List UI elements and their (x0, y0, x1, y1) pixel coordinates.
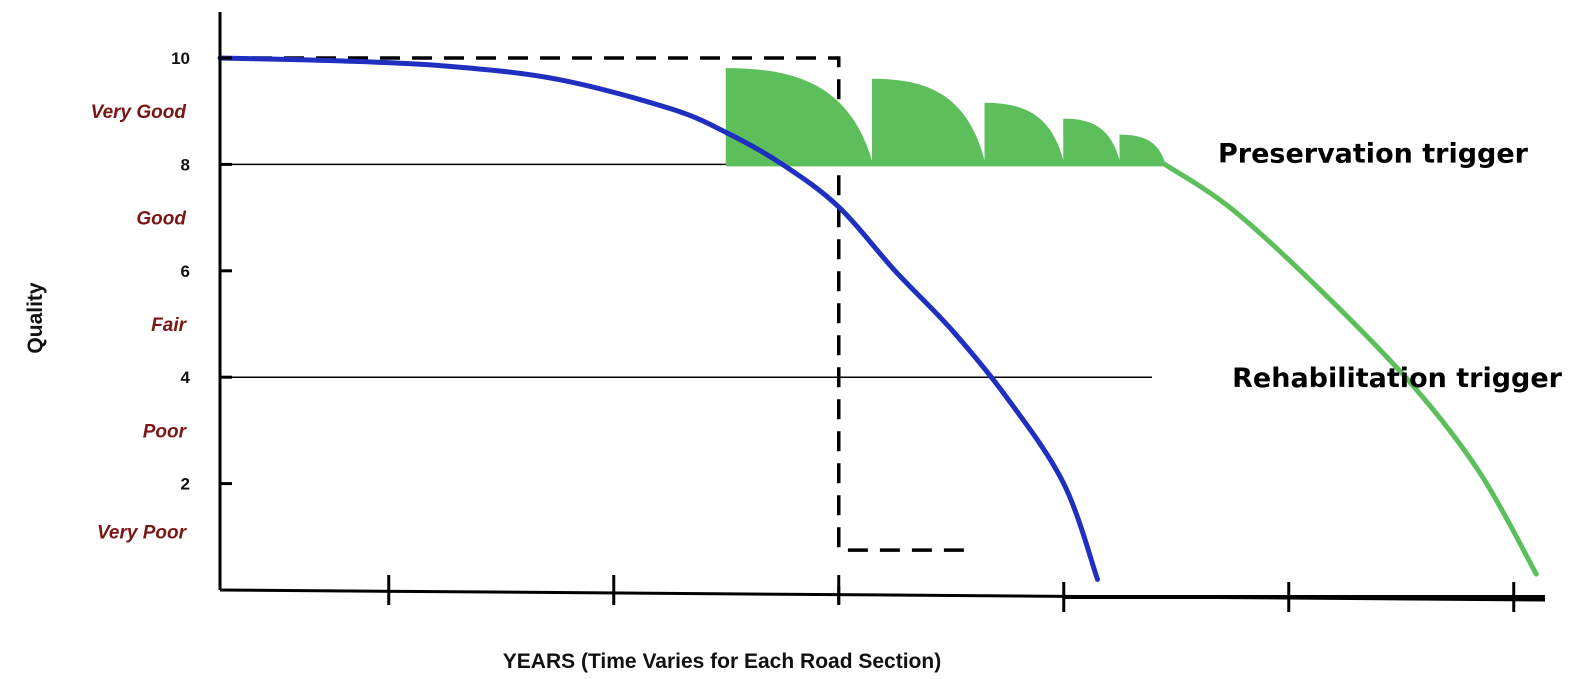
y-tick-label: 10 (171, 49, 190, 68)
y-tick-label: 8 (181, 155, 190, 174)
preservation-treatment (872, 78, 986, 165)
condition-band-label: Very Good (91, 102, 187, 123)
rehabilitation-trigger-label: Rehabilitation trigger (1232, 363, 1563, 394)
preservation-treatment (984, 102, 1065, 165)
series-lines (217, 55, 1539, 582)
deterioration-curve (217, 55, 1100, 582)
x-axis-title: YEARS (Time Varies for Each Road Section… (503, 650, 941, 673)
y-tick-label: 4 (181, 368, 191, 387)
y-axis-title: Quality (24, 282, 47, 354)
condition-band-label: Very Poor (97, 522, 188, 543)
chart-labels: Quality YEARS (Time Varies for Each Road… (24, 102, 1563, 673)
preservation-treatments (725, 68, 1166, 167)
preservation-treatment (1063, 118, 1121, 165)
treatment-baseline (726, 162, 1165, 167)
dashed-box-line (220, 56, 974, 552)
condition-band-label: Fair (151, 315, 187, 336)
preservation-treatment (725, 68, 874, 165)
preservation-treatment (1119, 134, 1166, 165)
condition-band-label: Poor (143, 421, 188, 442)
y-tick-label: 2 (181, 475, 190, 494)
y-tick-label: 6 (181, 262, 190, 281)
condition-band-label: Good (136, 209, 186, 230)
trigger-lines (220, 163, 1160, 378)
axis-ticks: 2 4 6 8 10 (171, 49, 1545, 612)
extended-life-curve (1162, 161, 1539, 577)
preservation-trigger-label: Preservation trigger (1218, 138, 1529, 169)
